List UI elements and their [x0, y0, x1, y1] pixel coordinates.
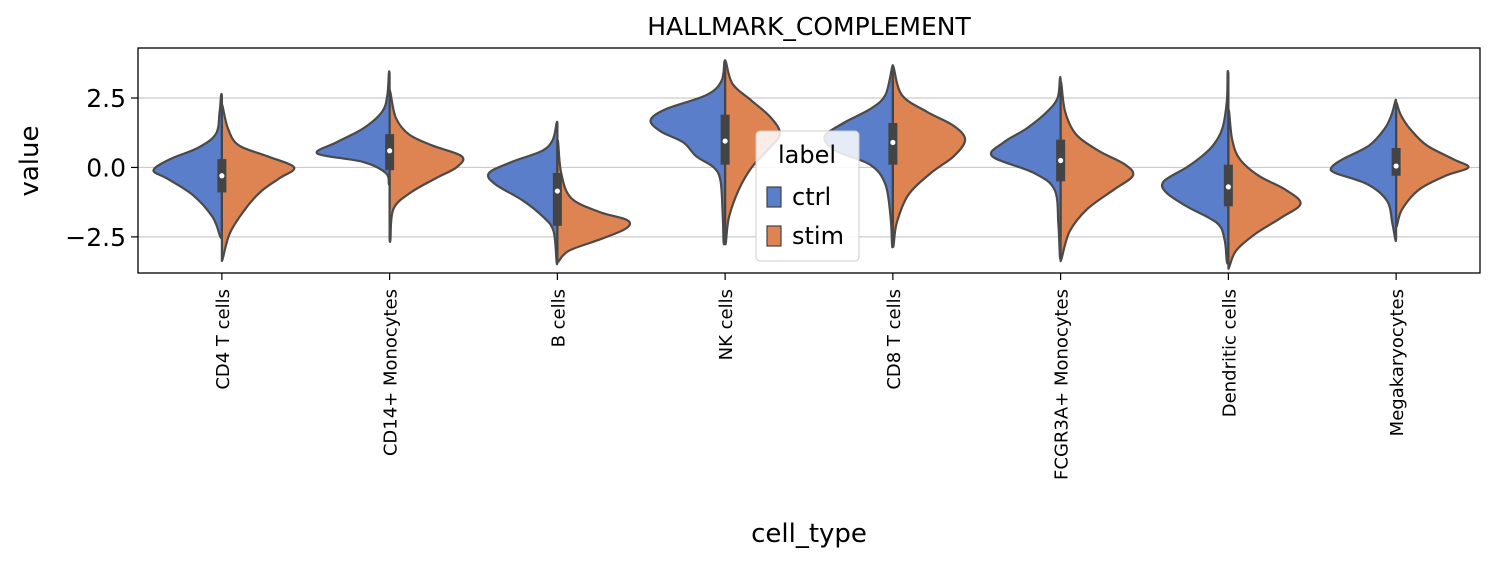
violin-stim-2: [388, 89, 465, 244]
y-axis-ticks: −2.5 0.0 2.5: [65, 84, 138, 252]
box-median: [890, 139, 896, 146]
violin-ctrl-6: [989, 76, 1062, 260]
legend-swatch-stim: [766, 225, 782, 247]
box-median: [387, 148, 393, 154]
x-tick-label: Megakaryocytes: [1387, 289, 1408, 436]
violin-ctrl-1: [152, 92, 223, 240]
x-tick-label: CD8 T cells: [884, 289, 905, 390]
violin-stim-3: [555, 139, 632, 264]
legend: label ctrl stim: [755, 130, 860, 262]
box-iqr: [552, 173, 562, 226]
x-tick-label: B cells: [548, 289, 569, 347]
x-tick-label: NK cells: [716, 289, 737, 360]
legend-label-ctrl: ctrl: [792, 183, 831, 211]
plot-frame: [137, 47, 1481, 274]
x-tick-label: FCGR3A+ Monocytes: [1052, 289, 1073, 480]
violin-ctrl-3: [486, 120, 559, 266]
box-median: [1225, 184, 1231, 190]
legend-box: [755, 130, 860, 262]
violin-ctrl-2: [315, 70, 391, 187]
legend-swatch-ctrl: [766, 186, 782, 208]
chart-title: HALLMARK_COMPLEMENT: [647, 12, 971, 41]
violin-ctrl-7: [1160, 69, 1230, 265]
violin-ctrl-4: [649, 59, 727, 246]
box-iqr: [1391, 148, 1401, 176]
violin-stim-7: [1227, 108, 1302, 270]
legend-title: label: [778, 141, 836, 169]
x-axis-ticks: CD4 T cells CD14+ Monocytes B cells NK cell…: [213, 273, 1408, 480]
y-tick-label: −2.5: [65, 223, 126, 252]
x-tick-label: CD4 T cells: [213, 289, 234, 390]
violin-stim-1: [220, 103, 296, 263]
box-median: [554, 188, 560, 194]
box-median: [722, 138, 728, 144]
box-median: [1393, 163, 1399, 169]
x-axis-label: cell_type: [751, 519, 867, 549]
violins: [152, 59, 1470, 270]
violin-ctrl-8: [1329, 98, 1398, 242]
x-tick-label: CD14+ Monocytes: [381, 289, 402, 456]
box-plots: [217, 70, 1401, 257]
legend-label-stim: stim: [792, 222, 844, 250]
x-tick-label: Dendritic cells: [1219, 289, 1240, 417]
y-tick-label: 0.0: [86, 153, 126, 182]
y-axis-label: value: [15, 125, 45, 196]
box-median: [1058, 157, 1064, 164]
y-tick-label: 2.5: [86, 84, 126, 113]
violin-stim-8: [1395, 101, 1470, 229]
violin-stim-5: [891, 64, 967, 248]
violin-stim-6: [1059, 80, 1135, 263]
box-median: [219, 173, 225, 179]
